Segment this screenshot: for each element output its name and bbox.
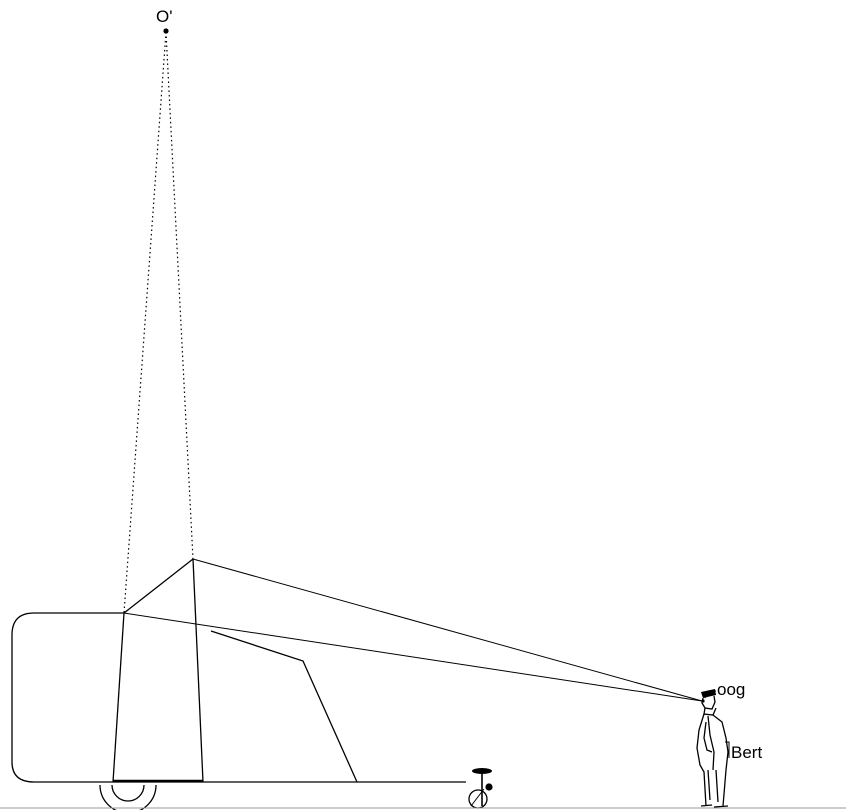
- pillar-top-edge: [123, 558, 194, 614]
- vehicle: [11, 558, 466, 810]
- pillar-right-edge: [192, 558, 204, 783]
- pillar-left-edge: [112, 612, 125, 783]
- sight-line-to-vehicle-top: [123, 612, 703, 702]
- person-figure: [696, 689, 729, 808]
- projection-lines-from-o-prime: [123, 31, 194, 614]
- person-coat: [696, 713, 729, 807]
- person-collar: [703, 707, 717, 716]
- steering-wheel-top: [472, 768, 492, 774]
- person-lapel: [707, 715, 715, 771]
- person-arm: [703, 721, 713, 753]
- eye-point: [701, 699, 705, 703]
- windshield-line: [210, 630, 358, 783]
- person-feet: [700, 804, 729, 808]
- front-wheel-spoke: [470, 788, 485, 807]
- front-wheel-dot: [485, 783, 493, 791]
- person-legs: [707, 769, 719, 803]
- rear-wheel-inner: [111, 784, 145, 802]
- label-person: Bert: [731, 743, 762, 762]
- person-leader-line: [725, 741, 730, 758]
- rear-wheel-outer: [99, 784, 157, 810]
- eye-leader-line: [704, 690, 716, 699]
- point-o-prime: [163, 28, 169, 34]
- steering-assembly: [468, 768, 493, 809]
- dotted-line-right: [165, 31, 194, 560]
- sight-lines: [123, 558, 703, 702]
- sight-line-to-pillar-top: [192, 558, 703, 702]
- label-eye: oog: [717, 680, 745, 699]
- person-head: [701, 695, 716, 710]
- vehicle-outline: [11, 612, 466, 783]
- dotted-line-left: [123, 31, 167, 614]
- label-o-prime: O': [156, 7, 172, 26]
